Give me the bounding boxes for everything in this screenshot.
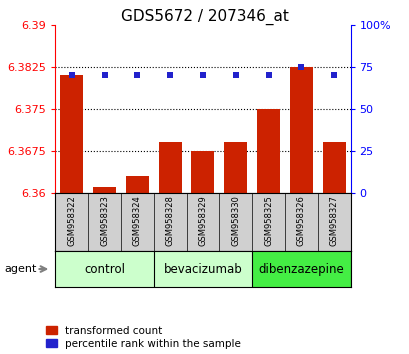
Bar [55, 193, 88, 251]
Point [330, 73, 337, 78]
Bar [224, 143, 247, 193]
Text: GSM958322: GSM958322 [67, 196, 76, 246]
Bar [191, 151, 214, 193]
Text: GSM958328: GSM958328 [165, 195, 174, 246]
Point [199, 73, 206, 78]
Point [265, 73, 271, 78]
Point [232, 73, 238, 78]
Text: agent: agent [4, 264, 36, 274]
Text: GSM958323: GSM958323 [100, 195, 109, 246]
Bar [219, 193, 252, 251]
Bar [55, 251, 153, 287]
Bar [158, 143, 181, 193]
Bar [126, 176, 148, 193]
Point [68, 73, 75, 78]
Bar [317, 193, 350, 251]
Bar [289, 67, 312, 193]
Text: GDS5672 / 207346_at: GDS5672 / 207346_at [121, 9, 288, 25]
Text: dibenzazepine: dibenzazepine [258, 263, 344, 275]
Bar [153, 193, 186, 251]
Bar [121, 193, 153, 251]
Bar [93, 187, 116, 193]
Point [134, 73, 140, 78]
Text: bevacizumab: bevacizumab [163, 263, 242, 275]
Bar [252, 251, 350, 287]
Point [101, 73, 108, 78]
Text: GSM958324: GSM958324 [133, 196, 142, 246]
Bar [153, 251, 252, 287]
Text: GSM958326: GSM958326 [296, 195, 305, 246]
Bar [88, 193, 121, 251]
Bar [252, 193, 284, 251]
Bar [284, 193, 317, 251]
Legend: transformed count, percentile rank within the sample: transformed count, percentile rank withi… [46, 326, 240, 349]
Text: control: control [84, 263, 125, 275]
Text: GSM958327: GSM958327 [329, 195, 338, 246]
Text: GSM958325: GSM958325 [263, 196, 272, 246]
Point [297, 64, 304, 70]
Point [166, 73, 173, 78]
Text: GSM958329: GSM958329 [198, 196, 207, 246]
Bar [322, 143, 345, 193]
Bar [256, 109, 279, 193]
Bar [60, 75, 83, 193]
Text: GSM958330: GSM958330 [231, 195, 240, 246]
Bar [186, 193, 219, 251]
